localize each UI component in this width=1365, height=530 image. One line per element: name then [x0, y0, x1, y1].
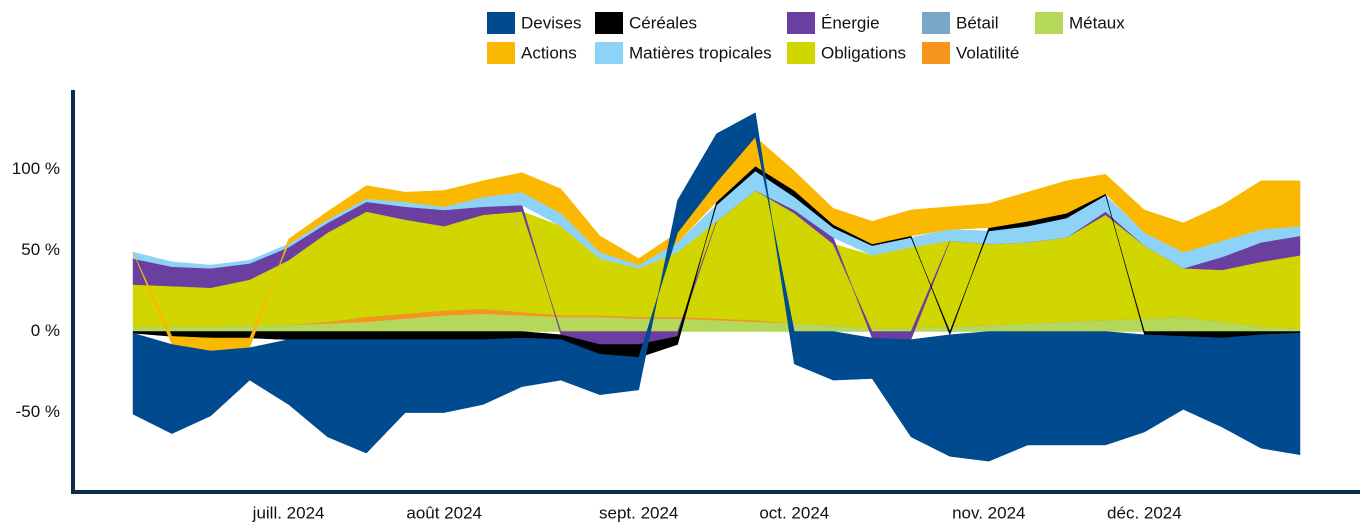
- area: [132, 136, 1301, 352]
- legend-swatch: [595, 12, 623, 34]
- y-tick-label: 100 %: [12, 159, 60, 178]
- legend-swatch: [1035, 12, 1063, 34]
- x-tick-label: juill. 2024: [252, 503, 325, 522]
- y-tick-label: -50 %: [16, 402, 60, 421]
- legend-label: Obligations: [821, 43, 906, 62]
- legend-label: Métaux: [1069, 13, 1125, 32]
- area: [132, 112, 1301, 462]
- legend-label: Devises: [521, 13, 581, 32]
- legend-label: Céréales: [629, 13, 697, 32]
- legend-swatch: [787, 42, 815, 64]
- legend-swatch: [787, 12, 815, 34]
- y-tick-label: 50 %: [21, 240, 60, 259]
- legend-label: Énergie: [821, 13, 880, 32]
- legend-swatch: [922, 12, 950, 34]
- x-tick-label: sept. 2024: [599, 503, 678, 522]
- x-tick-label: déc. 2024: [1107, 503, 1182, 522]
- x-tick-label: nov. 2024: [952, 503, 1025, 522]
- area: [132, 190, 1301, 329]
- areas: [132, 112, 1301, 462]
- legend-label: Volatilité: [956, 43, 1019, 62]
- x-tick-label: août 2024: [406, 503, 482, 522]
- legend-label: Matières tropicales: [629, 43, 772, 62]
- legend-swatch: [922, 42, 950, 64]
- legend-swatch: [487, 42, 515, 64]
- x-tick-label: oct. 2024: [759, 503, 829, 522]
- y-tick-label: 0 %: [31, 321, 60, 340]
- legend-swatch: [487, 12, 515, 34]
- legend-label: Actions: [521, 43, 577, 62]
- legend-label: Bétail: [956, 13, 999, 32]
- legend-swatch: [595, 42, 623, 64]
